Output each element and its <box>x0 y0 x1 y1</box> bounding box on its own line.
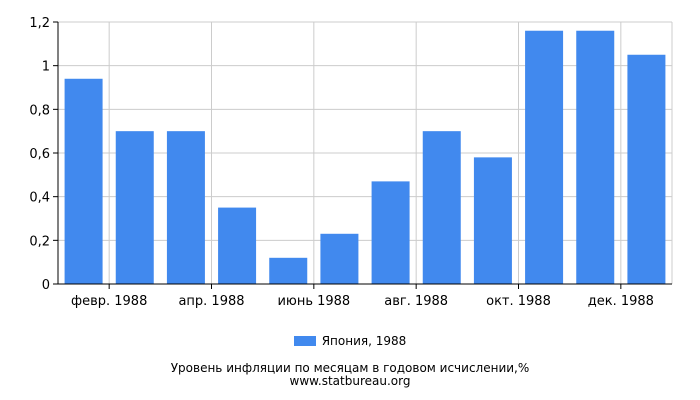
y-tick-label: 0,4 <box>29 191 50 206</box>
x-axis-ticks: февр. 1988 апр. 1988 июнь 1988 авг. 1988 окт… <box>71 284 654 309</box>
x-tick-label: авг. 1988 <box>384 294 448 309</box>
source-link[interactable]: www.statbureau.org <box>289 374 411 388</box>
inflation-bar-chart: 0 0,2 0,4 0,6 0,8 1 1,2 февр. 1988 апр. 1988 июн… <box>29 16 673 309</box>
y-tick-label: 0,2 <box>29 234 50 249</box>
bar <box>64 78 103 285</box>
bar <box>473 157 512 284</box>
x-tick-label: апр. 1988 <box>178 294 244 309</box>
y-tick-label: 0,8 <box>29 103 50 118</box>
legend-label: Япония, 1988 <box>321 334 407 348</box>
legend-swatch <box>293 336 316 346</box>
bar <box>218 207 257 284</box>
bar <box>627 54 666 284</box>
bars <box>64 30 666 285</box>
y-tick-label: 1,2 <box>29 16 50 31</box>
y-tick-label: 1 <box>42 60 50 75</box>
y-tick-label: 0,6 <box>29 147 50 162</box>
y-axis-ticks: 0 0,2 0,4 0,6 0,8 1 1,2 <box>29 16 58 293</box>
x-tick-label: февр. 1988 <box>71 294 147 309</box>
x-tick-label: июнь 1988 <box>277 294 350 309</box>
bar <box>371 181 410 284</box>
x-tick-label: дек. 1988 <box>588 294 654 309</box>
legend: Япония, 1988 <box>0 332 700 350</box>
grid <box>58 21 673 284</box>
chart-title: Уровень инфляции по месяцам в годовом ис… <box>170 361 530 375</box>
bar <box>320 233 359 284</box>
bar <box>422 131 461 284</box>
x-tick-label: окт. 1988 <box>486 294 551 309</box>
bar <box>525 30 564 284</box>
bar <box>576 30 615 284</box>
y-tick-label: 0 <box>42 278 50 293</box>
bar <box>115 131 154 284</box>
bar <box>269 257 308 284</box>
bar <box>166 131 205 284</box>
